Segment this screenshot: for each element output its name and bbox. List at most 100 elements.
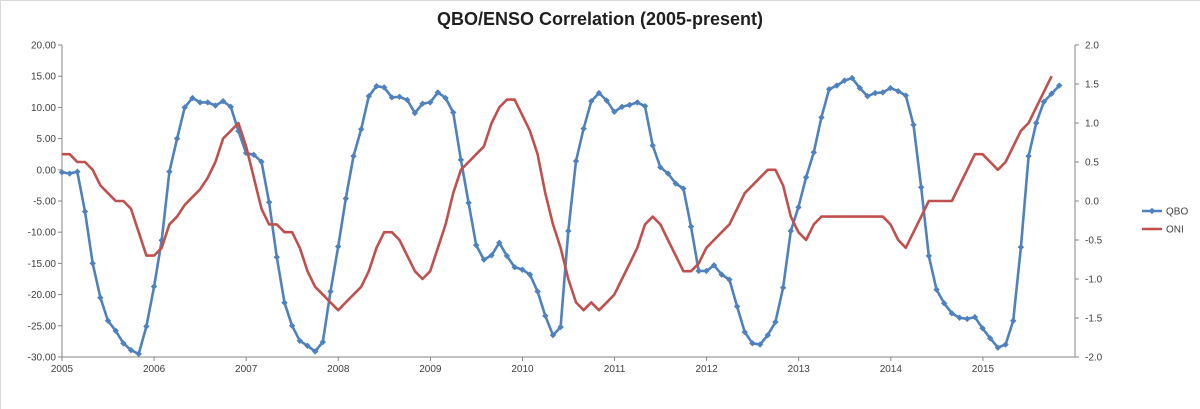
qbo-point xyxy=(810,149,817,156)
y-right-tick-label: 0.5 xyxy=(1085,158,1099,169)
qbo-point xyxy=(120,340,127,347)
qbo-point xyxy=(388,94,396,101)
y-left-tick-label: -20.00 xyxy=(28,290,57,301)
qbo-point xyxy=(741,328,748,336)
qbo-point xyxy=(1025,152,1032,160)
qbo-point xyxy=(496,239,503,247)
qbo-point xyxy=(503,252,511,260)
chart-title: QBO/ENSO Correlation (2005-present) xyxy=(436,9,764,29)
qbo-point xyxy=(856,84,864,92)
qbo-point xyxy=(864,92,871,100)
qbo-point xyxy=(442,94,449,102)
qbo-point xyxy=(488,252,495,259)
qbo-point xyxy=(227,103,234,110)
qbo-point xyxy=(580,125,587,132)
qbo-point xyxy=(288,322,296,329)
qbo-point xyxy=(411,109,419,117)
x-tick-label: 2015 xyxy=(972,364,995,375)
qbo-point xyxy=(910,121,917,129)
qbo-point xyxy=(542,312,549,320)
qbo-point xyxy=(1048,90,1055,97)
x-tick-label: 2007 xyxy=(235,364,258,375)
y-right-tick-label: 2.0 xyxy=(1085,41,1099,52)
qbo-point xyxy=(66,170,73,177)
qbo-point xyxy=(212,102,219,109)
qbo-point xyxy=(219,97,227,105)
x-tick-label: 2012 xyxy=(696,364,719,375)
qbo-point xyxy=(457,156,465,164)
qbo-point xyxy=(925,252,933,260)
qbo-point xyxy=(1017,243,1025,251)
x-tick-label: 2010 xyxy=(511,364,534,375)
y-left-tick-label: -10.00 xyxy=(28,228,57,239)
y-left-tick-label: -15.00 xyxy=(28,259,57,270)
qbo-point xyxy=(189,94,196,102)
y-left-tick-label: 10.00 xyxy=(31,103,56,114)
qbo-point xyxy=(971,313,979,321)
qbo-point xyxy=(917,184,925,191)
y-right-tick-label: 1.5 xyxy=(1085,80,1099,91)
qbo-point xyxy=(112,327,119,334)
x-tick-label: 2009 xyxy=(419,364,442,375)
qbo-point xyxy=(350,152,357,160)
qbo-point xyxy=(281,299,288,306)
oni-legend-label: ONI xyxy=(1166,225,1184,236)
qbo-point xyxy=(733,303,741,310)
x-tick-label: 2011 xyxy=(604,364,626,375)
qbo-point xyxy=(427,99,434,106)
qbo-point xyxy=(327,288,334,295)
qbo-point xyxy=(956,314,963,321)
qbo-point xyxy=(81,208,89,215)
qbo-point xyxy=(657,164,664,171)
qbo-point xyxy=(618,103,626,110)
qbo-point xyxy=(1033,119,1040,127)
tick-labels: 20.00 15.00 10.00 5.00 0.00 -5.00 -10.00 -15.00… xyxy=(28,41,1103,376)
qbo-point xyxy=(296,337,304,344)
qbo-point xyxy=(273,253,280,261)
qbo-point xyxy=(250,151,257,159)
qbo-point xyxy=(534,288,541,295)
qbo-point xyxy=(434,89,442,96)
qbo-point xyxy=(787,227,794,235)
legend: QBO ONI xyxy=(1142,207,1188,236)
qbo-point xyxy=(703,267,710,275)
qbo-point xyxy=(204,99,211,106)
qbo-point xyxy=(902,92,910,99)
qbo-point xyxy=(603,97,610,104)
oni-series-line xyxy=(62,75,1053,312)
x-tick-label: 2005 xyxy=(51,364,74,375)
y-right-tick-label: -0.5 xyxy=(1085,236,1103,247)
qbo-point xyxy=(687,223,695,230)
qbo-point xyxy=(104,317,112,325)
qbo-point xyxy=(357,126,365,133)
qbo-point xyxy=(963,315,971,323)
qbo-point xyxy=(588,97,595,105)
qbo-point xyxy=(89,260,96,267)
qbo-point xyxy=(572,157,580,165)
series-layer xyxy=(58,74,1063,358)
x-tick-label: 2014 xyxy=(880,364,903,375)
y-left-tick-label: -5.00 xyxy=(33,197,56,208)
y-left-tick-label: 20.00 xyxy=(31,41,56,52)
qbo-point xyxy=(726,276,733,283)
qbo-point xyxy=(802,174,810,181)
qbo-point xyxy=(334,243,342,250)
qbo-point xyxy=(450,109,457,116)
qbo-point xyxy=(342,195,350,202)
qbo-point xyxy=(181,104,188,111)
qbo-point xyxy=(557,323,564,331)
qbo-point xyxy=(833,82,840,89)
qbo-point xyxy=(710,262,718,269)
y-left-tick-label: 15.00 xyxy=(31,72,56,83)
qbo-legend-label: QBO xyxy=(1166,207,1188,218)
qbo-point xyxy=(143,323,150,330)
qbo-point xyxy=(626,101,633,109)
qbo-point xyxy=(749,340,756,347)
qbo-point xyxy=(1040,98,1048,105)
axes xyxy=(58,44,1079,361)
qbo-point xyxy=(987,335,994,342)
qbo-point xyxy=(795,204,802,211)
qbo-point xyxy=(611,108,618,115)
qbo-point xyxy=(641,102,649,110)
